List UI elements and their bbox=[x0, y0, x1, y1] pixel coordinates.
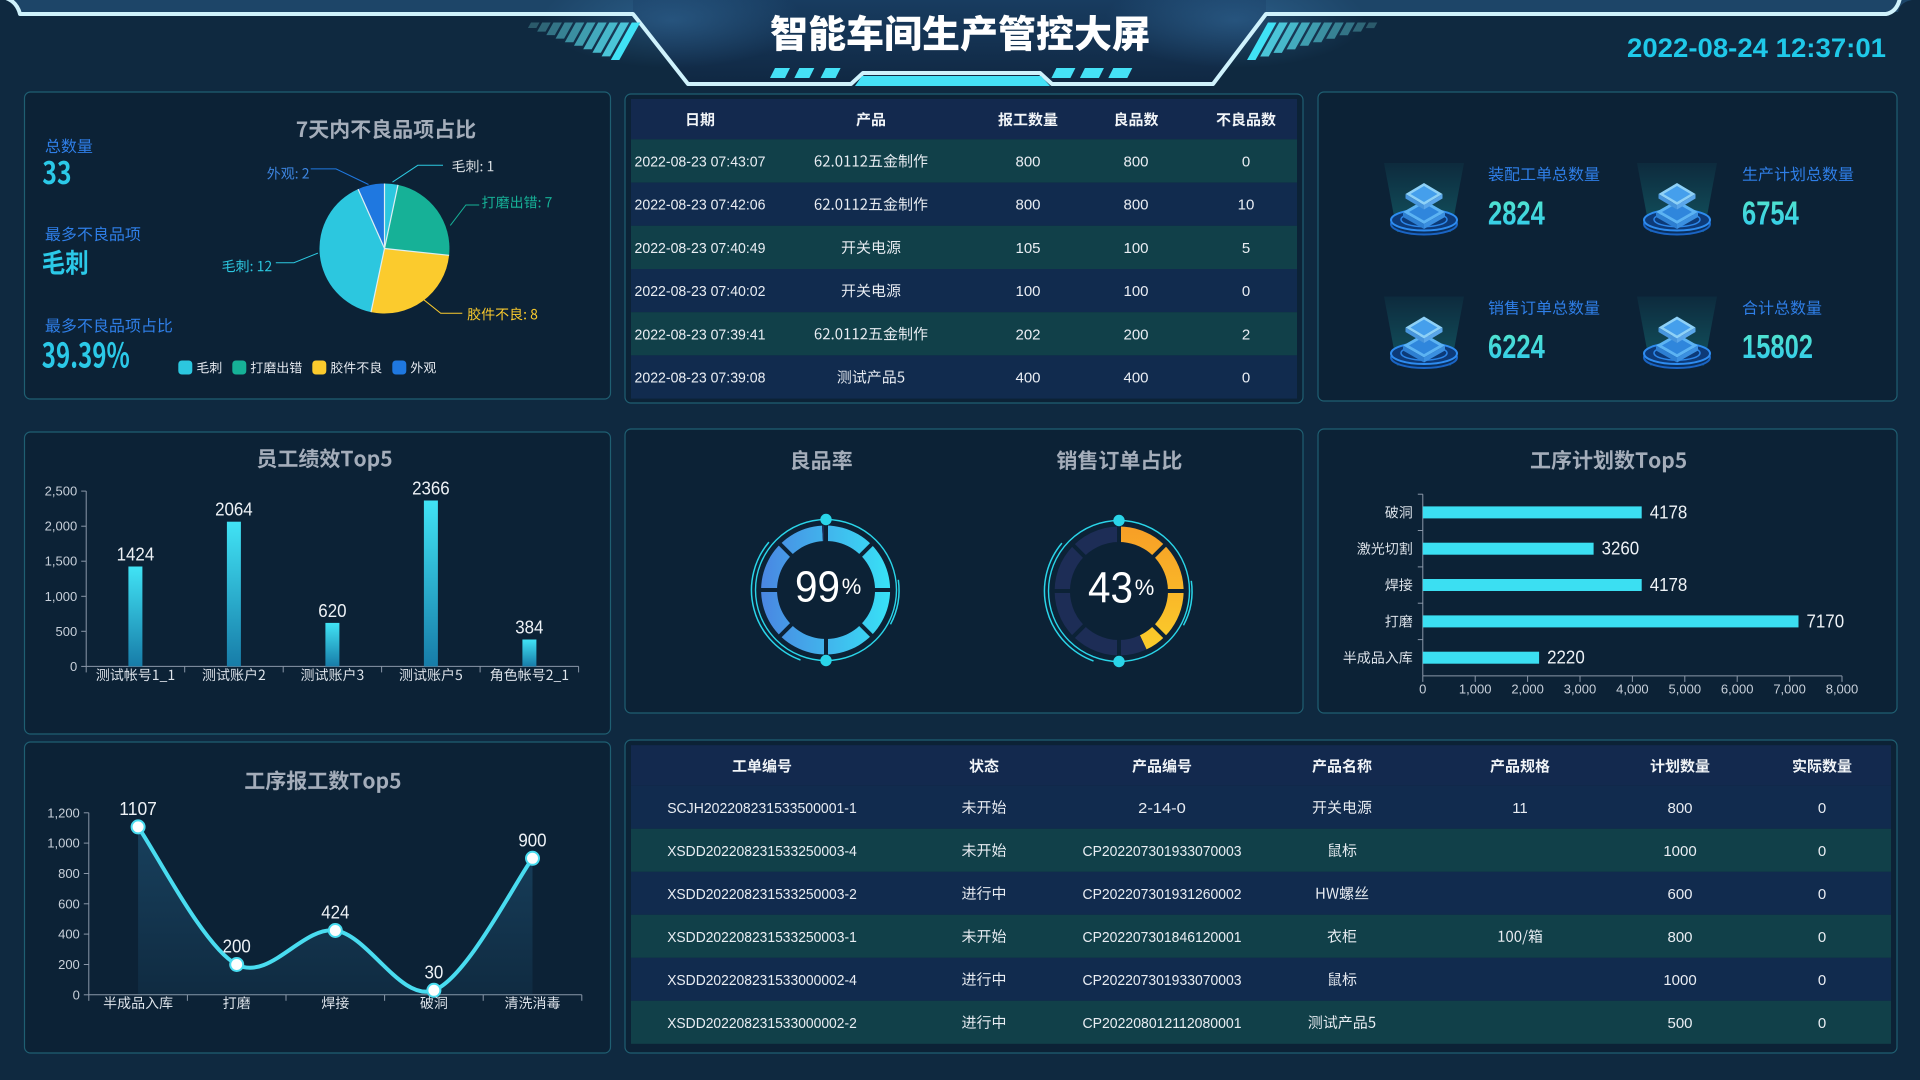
svg-text:2022-08-23 07:39:08: 2022-08-23 07:39:08 bbox=[635, 370, 766, 387]
svg-text:1000: 1000 bbox=[1663, 972, 1696, 989]
svg-text:0: 0 bbox=[1419, 681, 1426, 696]
svg-text:800: 800 bbox=[58, 866, 80, 881]
svg-text:800: 800 bbox=[1123, 154, 1148, 171]
svg-text:200: 200 bbox=[223, 936, 251, 956]
svg-text:0: 0 bbox=[70, 659, 77, 674]
svg-text:0: 0 bbox=[1818, 929, 1826, 946]
svg-text:100: 100 bbox=[1015, 283, 1040, 300]
svg-text:CP202207301933070003: CP202207301933070003 bbox=[1083, 843, 1242, 860]
svg-text:2,000: 2,000 bbox=[1511, 681, 1544, 696]
svg-text:0: 0 bbox=[1242, 370, 1250, 387]
svg-text:1,500: 1,500 bbox=[45, 554, 78, 569]
svg-text:15802: 15802 bbox=[1742, 328, 1813, 365]
svg-text:6224: 6224 bbox=[1488, 328, 1545, 365]
svg-text:5: 5 bbox=[1242, 240, 1250, 257]
svg-text:2-14-0: 2-14-0 bbox=[1138, 800, 1186, 817]
svg-text:30: 30 bbox=[425, 962, 444, 982]
svg-text:CP202207301933070003: CP202207301933070003 bbox=[1083, 972, 1242, 989]
svg-text:105: 105 bbox=[1015, 240, 1040, 257]
svg-text:202: 202 bbox=[1015, 326, 1040, 343]
svg-text:800: 800 bbox=[1015, 154, 1040, 171]
svg-text:XSDD202208231533000002-2: XSDD202208231533000002-2 bbox=[667, 1015, 857, 1032]
svg-text:200: 200 bbox=[1123, 326, 1148, 343]
svg-text:XSDD202208231533250003-1: XSDD202208231533250003-1 bbox=[667, 929, 857, 946]
svg-text:CP202207301846120001: CP202207301846120001 bbox=[1083, 929, 1242, 946]
svg-text:2: 2 bbox=[1242, 326, 1250, 343]
svg-text:4178: 4178 bbox=[1650, 575, 1688, 595]
svg-text:0: 0 bbox=[1242, 154, 1250, 171]
svg-text:600: 600 bbox=[1667, 886, 1692, 903]
svg-text:1,000: 1,000 bbox=[1459, 681, 1492, 696]
svg-text:400: 400 bbox=[58, 927, 80, 942]
svg-text:SCJH202208231533500001-1: SCJH202208231533500001-1 bbox=[667, 800, 857, 817]
svg-text:2022-08-23 07:42:06: 2022-08-23 07:42:06 bbox=[635, 197, 766, 214]
svg-text:800: 800 bbox=[1667, 800, 1692, 817]
svg-text:384: 384 bbox=[515, 617, 543, 637]
svg-text:43: 43 bbox=[1088, 564, 1133, 613]
svg-text:1,000: 1,000 bbox=[45, 589, 78, 604]
svg-text:2824: 2824 bbox=[1488, 195, 1545, 232]
svg-text:%: % bbox=[842, 574, 862, 599]
svg-text:2022-08-23 07:39:41: 2022-08-23 07:39:41 bbox=[635, 326, 766, 343]
svg-text:3260: 3260 bbox=[1602, 539, 1640, 559]
svg-text:3,000: 3,000 bbox=[1564, 681, 1597, 696]
svg-text:2022-08-23 07:40:49: 2022-08-23 07:40:49 bbox=[635, 240, 766, 257]
svg-text:0: 0 bbox=[1818, 843, 1826, 860]
svg-text:XSDD202208231533000002-4: XSDD202208231533000002-4 bbox=[667, 972, 857, 989]
svg-text:2022-08-23 07:43:07: 2022-08-23 07:43:07 bbox=[635, 154, 766, 171]
svg-text:800: 800 bbox=[1123, 197, 1148, 214]
svg-text:8,000: 8,000 bbox=[1826, 681, 1859, 696]
svg-text:2022-08-23 07:40:02: 2022-08-23 07:40:02 bbox=[635, 283, 766, 300]
svg-text:100: 100 bbox=[1123, 283, 1148, 300]
svg-text:11: 11 bbox=[1512, 800, 1528, 817]
svg-text:2220: 2220 bbox=[1547, 648, 1585, 668]
svg-text:0: 0 bbox=[1818, 800, 1826, 817]
svg-text:XSDD202208231533250003-2: XSDD202208231533250003-2 bbox=[667, 886, 857, 903]
svg-text:1,000: 1,000 bbox=[47, 836, 80, 851]
svg-text:1000: 1000 bbox=[1663, 843, 1696, 860]
svg-text:100: 100 bbox=[1123, 240, 1148, 257]
svg-text:2,500: 2,500 bbox=[45, 484, 78, 499]
svg-text:1107: 1107 bbox=[119, 799, 157, 819]
svg-text:500: 500 bbox=[55, 624, 77, 639]
svg-text:0: 0 bbox=[1818, 972, 1826, 989]
svg-text:10: 10 bbox=[1238, 197, 1255, 214]
svg-text:0: 0 bbox=[1818, 886, 1826, 903]
svg-text:7,000: 7,000 bbox=[1773, 681, 1806, 696]
svg-text:2022-08-24 12:37:01: 2022-08-24 12:37:01 bbox=[1627, 33, 1886, 63]
svg-text:XSDD202208231533250003-4: XSDD202208231533250003-4 bbox=[667, 843, 857, 860]
svg-text:2366: 2366 bbox=[412, 478, 450, 498]
svg-text:500: 500 bbox=[1667, 1015, 1692, 1032]
svg-text:4178: 4178 bbox=[1650, 502, 1688, 522]
svg-text:200: 200 bbox=[58, 957, 80, 972]
svg-text:800: 800 bbox=[1667, 929, 1692, 946]
svg-text:6754: 6754 bbox=[1742, 195, 1799, 232]
svg-text:4,000: 4,000 bbox=[1616, 681, 1649, 696]
svg-text:%: % bbox=[1135, 575, 1155, 600]
svg-text:600: 600 bbox=[58, 896, 80, 911]
svg-text:400: 400 bbox=[1015, 370, 1040, 387]
svg-text:CP202207301931260002: CP202207301931260002 bbox=[1083, 886, 1242, 903]
svg-text:1424: 1424 bbox=[117, 545, 155, 565]
svg-text:620: 620 bbox=[318, 601, 346, 621]
svg-text:424: 424 bbox=[321, 903, 349, 923]
svg-text:99: 99 bbox=[795, 563, 840, 612]
svg-text:5,000: 5,000 bbox=[1669, 681, 1702, 696]
svg-text:0: 0 bbox=[1818, 1015, 1826, 1032]
svg-text:6,000: 6,000 bbox=[1721, 681, 1754, 696]
svg-text:CP202208012112080001: CP202208012112080001 bbox=[1083, 1015, 1242, 1032]
svg-text:800: 800 bbox=[1015, 197, 1040, 214]
svg-text:2,000: 2,000 bbox=[45, 519, 78, 534]
svg-text:1,200: 1,200 bbox=[47, 805, 80, 820]
svg-text:0: 0 bbox=[73, 987, 80, 1002]
svg-text:7170: 7170 bbox=[1807, 611, 1845, 631]
svg-text:900: 900 bbox=[518, 830, 546, 850]
svg-text:0: 0 bbox=[1242, 283, 1250, 300]
svg-text:400: 400 bbox=[1123, 370, 1148, 387]
svg-text:2064: 2064 bbox=[215, 500, 253, 520]
